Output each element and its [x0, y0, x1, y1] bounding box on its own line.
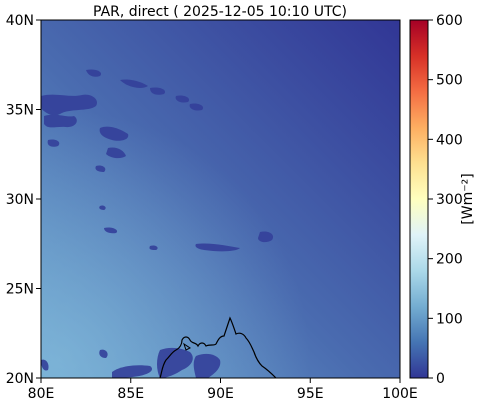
y-axis: 20N 25N 30N 35N 40N [6, 13, 41, 387]
x-tick-label: 80E [28, 386, 55, 402]
plot-title: PAR, direct ( 2025-12-05 10:10 UTC) [93, 4, 347, 20]
colorbar-bar [409, 19, 429, 379]
colorbar-tick-label: 500 [436, 73, 463, 89]
x-tick-label: 90E [207, 386, 234, 402]
coastline-sri [183, 342, 191, 351]
x-axis: 80E 85E 90E 95E 100E [28, 378, 418, 402]
y-tick-label: 25N [6, 282, 34, 298]
y-tick-label: 40N [6, 13, 34, 29]
y-tick-label: 20N [6, 371, 34, 387]
colorbar-tick-label: 400 [436, 132, 463, 148]
colorbar-label: [Wm⁻²] [460, 173, 476, 224]
colorbar-tick-label: 100 [436, 311, 463, 327]
colorbar-ticks: 0 100 200 300 400 500 600 [428, 13, 463, 387]
x-tick-label: 95E [297, 386, 324, 402]
y-tick-label: 35N [6, 103, 34, 119]
colorbar-tick-label: 0 [436, 371, 445, 387]
par-field-glow [41, 20, 400, 378]
colorbar-tick-label: 600 [436, 13, 463, 29]
cloud-patches [41, 69, 274, 378]
map-panel [41, 20, 400, 378]
y-tick-label: 30N [6, 192, 34, 208]
x-tick-label: 100E [382, 386, 418, 402]
colorbar: 0 100 200 300 400 500 600 [Wm⁻²] [409, 13, 476, 387]
coastline [159, 316, 277, 378]
colorbar-tick-label: 300 [436, 192, 463, 208]
colorbar-tick-label: 200 [436, 252, 463, 268]
x-tick-label: 85E [117, 386, 144, 402]
